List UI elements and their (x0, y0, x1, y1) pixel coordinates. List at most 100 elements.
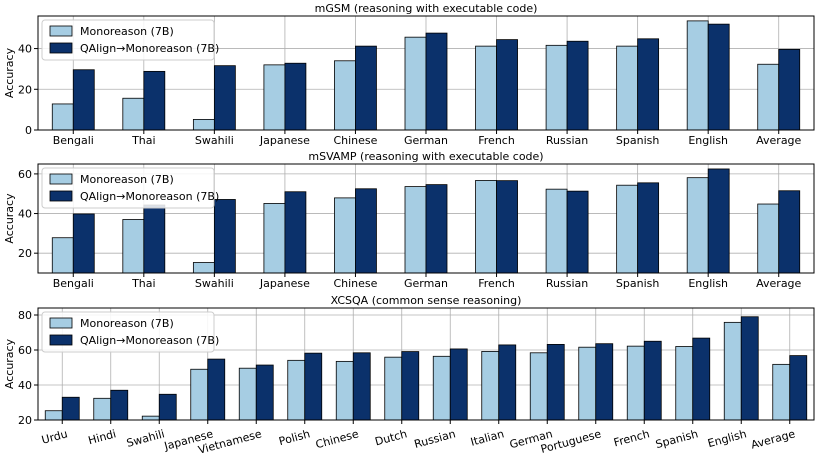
bar-qalign-russian (566, 190, 589, 274)
bar-qalign-bengali (72, 213, 95, 274)
bar-monoreason-dutch (384, 356, 403, 421)
bar-monoreason-swahili (141, 415, 160, 421)
y-axis-label: Accuracy (3, 338, 16, 389)
bar-monoreason-polish (287, 359, 306, 421)
bar-qalign-chinese (352, 352, 371, 421)
x-tick-label: Polish (277, 427, 311, 448)
bar-qalign-swahili (213, 199, 236, 274)
bar-monoreason-average (757, 203, 780, 274)
legend-swatch (49, 190, 73, 202)
bar-monoreason-chinese (334, 60, 356, 131)
bar-monoreason-russian (545, 188, 568, 274)
bar-monoreason-french (626, 345, 645, 421)
y-tick-label: 20 (18, 83, 32, 96)
bar-monoreason-german (529, 352, 548, 421)
legend-label: Monoreason (7B) (80, 317, 174, 330)
y-tick-label: 40 (18, 208, 32, 221)
y-tick-label: 60 (18, 344, 32, 357)
y-tick-label: 20 (18, 247, 32, 260)
bar-qalign-polish (304, 352, 323, 421)
legend-label: QAlign→Monoreason (7B) (80, 190, 219, 203)
bar-monoreason-bengali (51, 103, 74, 131)
legend: Monoreason (7B) QAlign→Monoreason (7B) (41, 167, 219, 209)
legend-swatch (49, 42, 73, 54)
bar-monoreason-chinese (334, 197, 356, 274)
plot-frame (37, 307, 815, 421)
bar-monoreason-swahili (192, 262, 215, 274)
bar-qalign-spanish (692, 337, 711, 421)
bar-monoreason-english (686, 177, 709, 274)
legend-box (41, 19, 215, 61)
legend-box (41, 167, 215, 209)
x-tick-label: English (706, 427, 748, 450)
x-tick-label: Russian (546, 134, 588, 147)
x-tick-label: Average (756, 277, 801, 290)
bar-qalign-german (546, 343, 565, 421)
bar-qalign-urdu (61, 396, 80, 421)
bar-monoreason-spanish (616, 45, 639, 131)
bar-qalign-japanese (284, 191, 307, 274)
bar-qalign-german (425, 184, 448, 274)
bar-qalign-russian (449, 348, 468, 421)
bar-qalign-hindi (110, 389, 129, 421)
x-tick-label: Chinese (314, 427, 360, 451)
bar-monoreason-thai (122, 97, 145, 131)
bar-monoreason-russian (545, 44, 568, 131)
bar-monoreason-japanese (263, 203, 286, 274)
x-tick-label: Average (756, 134, 801, 147)
bar-qalign-spanish (637, 38, 660, 131)
legend-label: QAlign→Monoreason (7B) (80, 334, 219, 347)
bar-monoreason-average (772, 363, 791, 421)
x-tick-label: German (404, 134, 448, 147)
x-tick-label: Russian (546, 277, 588, 290)
x-tick-label: Spanish (616, 134, 659, 147)
x-tick-label: English (688, 134, 728, 147)
bar-monoreason-spanish (616, 184, 639, 274)
x-tick-label: French (478, 134, 515, 147)
bar-monoreason-english (686, 20, 709, 131)
legend-label: QAlign→Monoreason (7B) (80, 42, 219, 55)
bar-monoreason-japanese (263, 64, 286, 131)
bar-monoreason-japanese (190, 368, 209, 421)
bar-qalign-swahili (158, 393, 177, 421)
legend-swatch (49, 317, 73, 329)
x-tick-label: German (404, 277, 448, 290)
legend-label: Monoreason (7B) (80, 173, 174, 186)
x-tick-label: Russian (413, 427, 457, 451)
chart-panel-1: 0 20 40 Bengali Thai Swahili Japanese Chinese Ge… (3, 2, 815, 147)
bar-qalign-average (789, 355, 808, 421)
bar-qalign-italian (498, 344, 517, 421)
bar-monoreason-thai (122, 219, 145, 274)
x-tick-label: Bengali (53, 277, 94, 290)
x-tick-label: Japanese (259, 277, 310, 290)
bar-monoreason-english (723, 321, 742, 421)
bar-monoreason-average (757, 63, 780, 131)
legend: Monoreason (7B) QAlign→Monoreason (7B) (41, 19, 219, 61)
x-tick-label: Average (750, 427, 797, 451)
legend-swatch (49, 334, 73, 346)
bar-qalign-dutch (401, 351, 420, 421)
bar-monoreason-spanish (675, 346, 694, 421)
bar-qalign-japanese (284, 62, 307, 131)
bar-qalign-japanese (207, 358, 226, 421)
x-tick-label: Bengali (53, 134, 94, 147)
chart-title: mSVAMP (reasoning with executable code) (308, 150, 543, 163)
legend-swatch (49, 173, 73, 185)
y-tick-label: 20 (18, 414, 32, 427)
x-tick-label: Hindi (87, 427, 118, 447)
bar-qalign-english (707, 23, 730, 131)
bar-monoreason-french (475, 180, 497, 274)
x-tick-label: Thai (131, 134, 156, 147)
x-tick-label: Japanese (259, 134, 310, 147)
x-tick-label: Spanish (616, 277, 659, 290)
x-tick-label: Urdu (40, 427, 69, 446)
x-tick-label: Chinese (333, 277, 377, 290)
bar-qalign-english (740, 316, 759, 421)
bar-monoreason-hindi (93, 397, 112, 421)
x-tick-label: English (688, 277, 728, 290)
bar-monoreason-italian (481, 350, 500, 421)
bar-qalign-vietnamese (255, 364, 274, 421)
y-tick-label: 0 (25, 124, 32, 137)
bar-monoreason-russian (432, 355, 451, 421)
